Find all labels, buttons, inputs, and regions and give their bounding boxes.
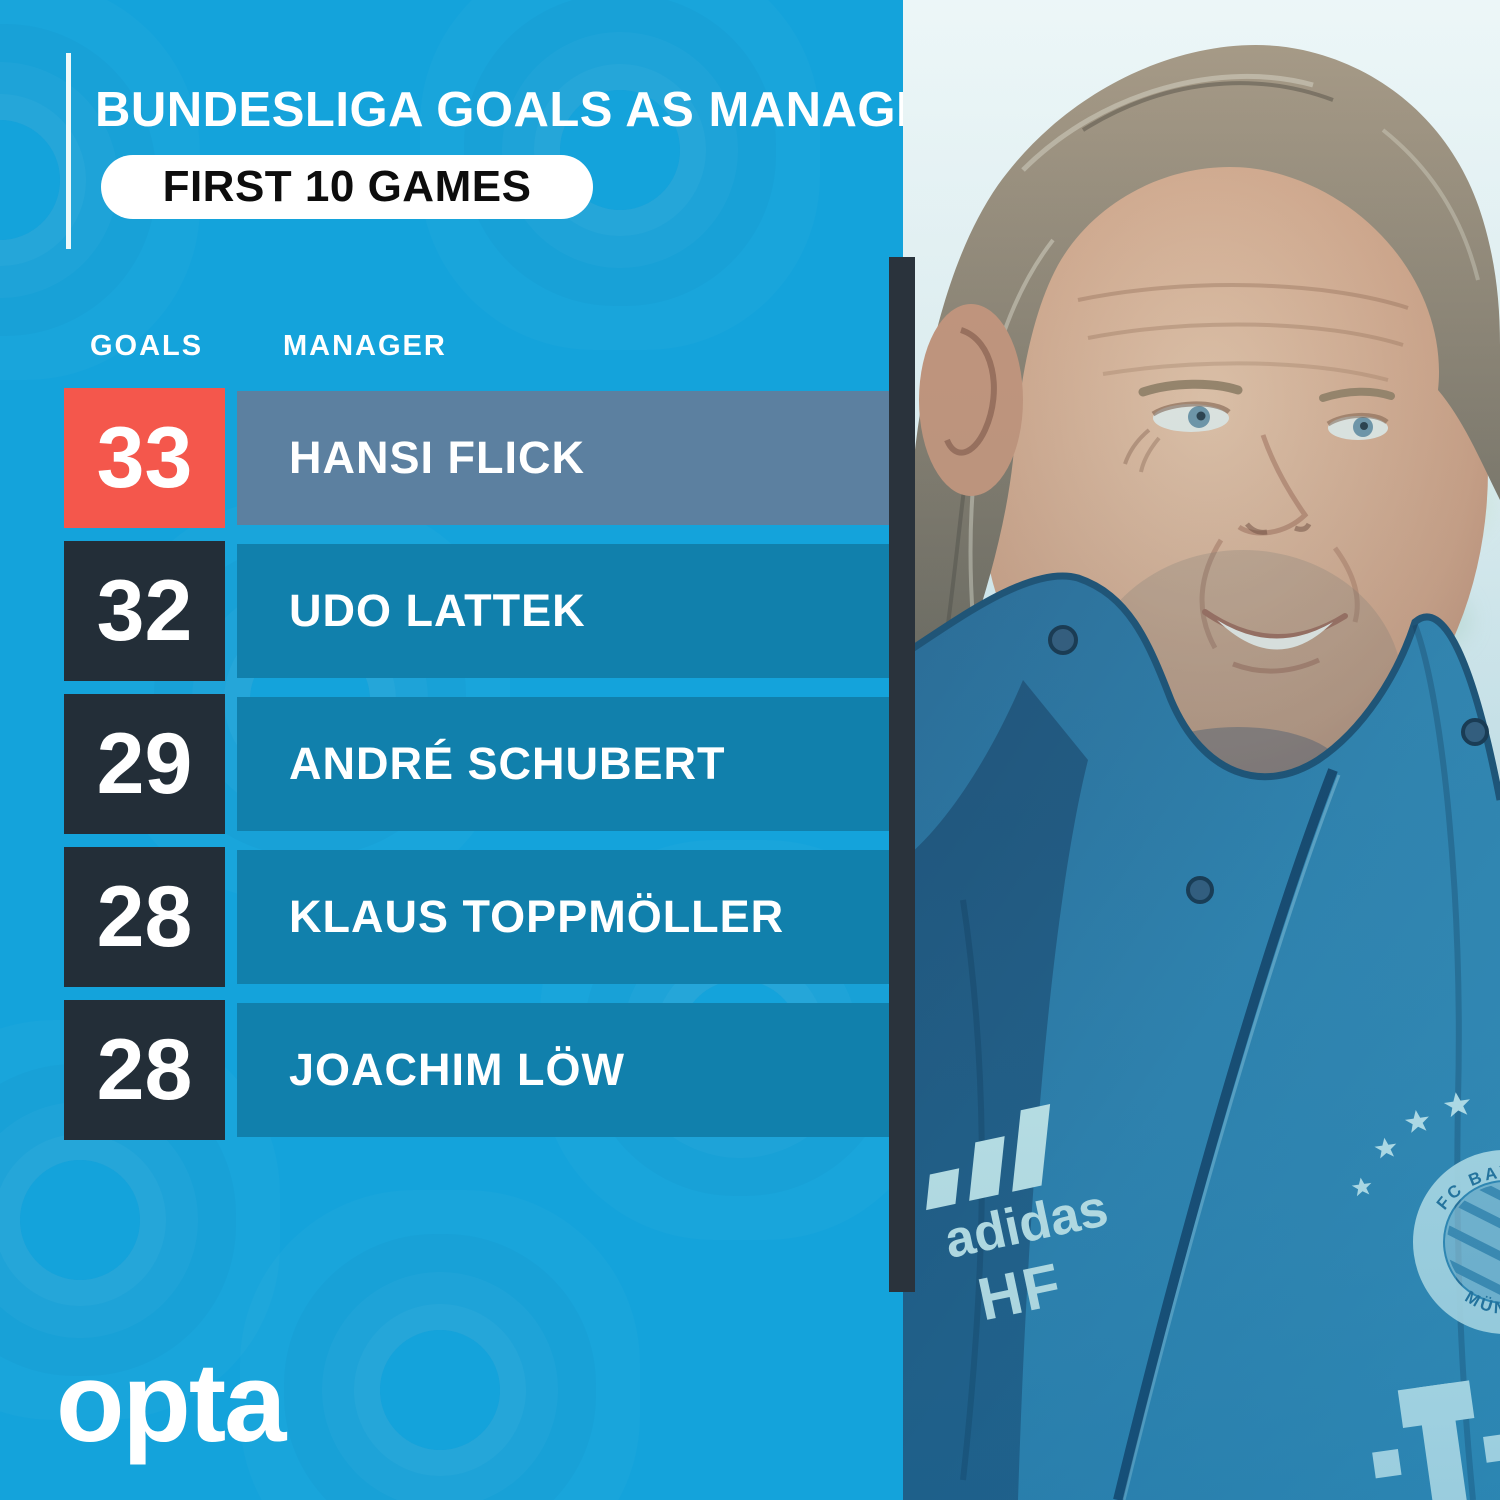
column-header-manager: MANAGER xyxy=(283,330,447,362)
manager-name-bar: UDO LATTEK xyxy=(237,544,890,678)
opta-logo: opta xyxy=(56,1340,286,1465)
goals-value: 28 xyxy=(96,1021,193,1118)
pattern-ring xyxy=(380,1330,500,1450)
table-row: 28 KLAUS TOPPMÖLLER xyxy=(0,847,903,987)
goals-value-box: 33 xyxy=(64,388,225,528)
goals-value: 29 xyxy=(96,715,193,812)
table-row: 29 ANDRÉ SCHUBERT xyxy=(0,694,903,834)
manager-name: UDO LATTEK xyxy=(289,585,586,636)
table-row: 32 UDO LATTEK xyxy=(0,541,903,681)
page-title: BUNDESLIGA GOALS AS MANAGER xyxy=(95,83,966,137)
manager-name: JOACHIM LÖW xyxy=(289,1044,625,1095)
manager-name-bar: KLAUS TOPPMÖLLER xyxy=(237,850,890,984)
goals-value-box: 29 xyxy=(64,694,225,834)
photo-color-tint xyxy=(903,0,1500,1500)
pattern-ring xyxy=(20,1160,140,1280)
manager-name: HANSI FLICK xyxy=(289,432,585,483)
goals-value-box: 28 xyxy=(64,847,225,987)
goals-value: 28 xyxy=(96,868,193,965)
subtitle-pill: FIRST 10 GAMES xyxy=(101,155,593,219)
manager-name-bar: ANDRÉ SCHUBERT xyxy=(237,697,890,831)
ranking-table: 33 HANSI FLICK 32 UDO LATTEK 29 ANDRÉ SC… xyxy=(0,388,903,1153)
manager-name: ANDRÉ SCHUBERT xyxy=(289,738,726,789)
title-accent-line xyxy=(66,53,71,249)
goals-value-box: 28 xyxy=(64,1000,225,1140)
manager-name-bar: HANSI FLICK xyxy=(237,391,890,525)
manager-name-bar: JOACHIM LÖW xyxy=(237,1003,890,1137)
goals-value: 33 xyxy=(96,409,193,506)
goals-value-box: 32 xyxy=(64,541,225,681)
goals-value: 32 xyxy=(96,562,193,659)
subtitle-text: FIRST 10 GAMES xyxy=(162,162,532,211)
pattern-ring xyxy=(0,120,60,240)
column-header-goals: GOALS xyxy=(90,330,204,362)
divider-bar xyxy=(889,257,915,1292)
table-row: 33 HANSI FLICK xyxy=(0,388,903,528)
manager-photo: adidas HF FC BAYERN xyxy=(903,0,1500,1500)
table-row: 28 JOACHIM LÖW xyxy=(0,1000,903,1140)
manager-name: KLAUS TOPPMÖLLER xyxy=(289,891,785,942)
